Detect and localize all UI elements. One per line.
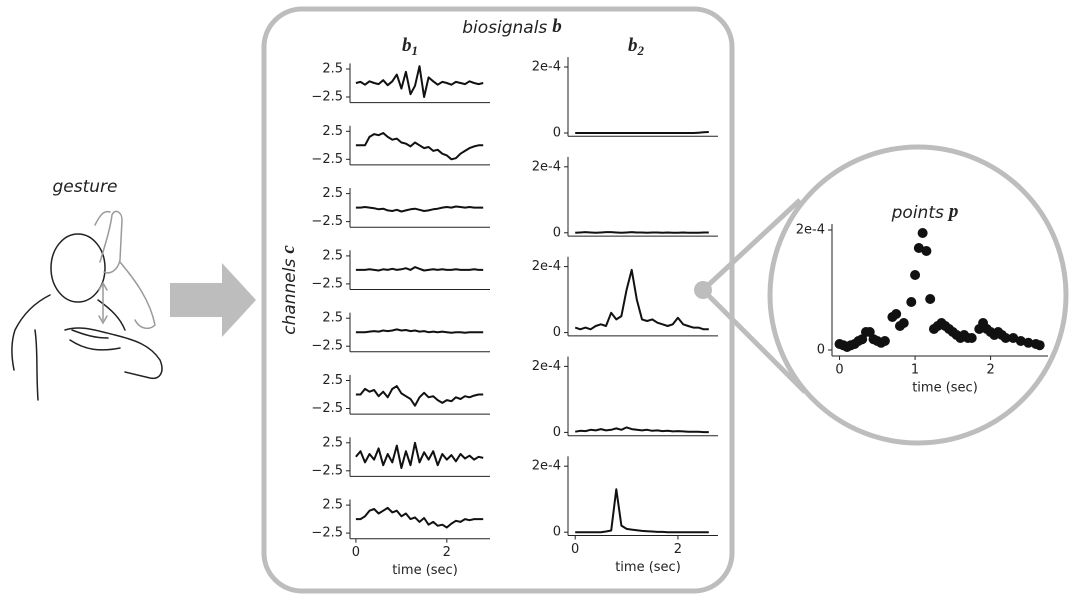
y-tick-label: 0: [553, 325, 561, 340]
point: [906, 297, 917, 307]
point: [1008, 333, 1019, 343]
y-tick-label: 2e-4: [532, 459, 561, 474]
arrow: [170, 263, 256, 337]
gesture-label: gesture: [53, 177, 118, 197]
signal-line: [355, 441, 484, 469]
point: [1034, 340, 1045, 351]
point: [1015, 336, 1026, 346]
signal-line: [575, 131, 709, 134]
signal-line: [355, 65, 484, 98]
y-tick-label: 0: [553, 126, 561, 141]
signal-line: [355, 385, 484, 407]
y-tick-label: 2e-4: [532, 159, 561, 174]
y-tick-label: −2.5: [311, 90, 343, 105]
biosignals-panel: [261, 6, 735, 594]
signal-line: [575, 426, 709, 434]
y-tick-label: 2.5: [322, 124, 343, 139]
points-title: points p: [891, 201, 959, 223]
point: [1023, 337, 1034, 348]
zoom-anchor: [694, 281, 712, 299]
y-tick-label: −2.5: [311, 276, 343, 291]
y-tick-label: 2.5: [322, 373, 343, 388]
point: [917, 228, 928, 238]
b2-label: b2: [628, 35, 645, 58]
point: [898, 318, 909, 328]
y-tick-label: 2e-4: [532, 60, 561, 75]
y-tick-label: 0: [553, 525, 561, 540]
y-tick-label: 2.5: [322, 62, 343, 77]
point: [879, 336, 890, 346]
y-tick-label: 2.5: [322, 248, 343, 263]
signal-line: [355, 132, 484, 161]
signal-line: [355, 506, 484, 529]
x-tick-label: 2: [674, 542, 682, 557]
y-tick-label: −2.5: [311, 152, 343, 167]
zoom-line: [701, 288, 807, 394]
y-tick-label: 2e-4: [796, 223, 825, 238]
y-tick-label: 2.5: [322, 186, 343, 201]
point: [921, 246, 932, 256]
point: [910, 270, 921, 280]
signal-line: [575, 231, 709, 234]
point: [891, 309, 902, 319]
biosignals-title: biosignals b: [462, 16, 562, 38]
y-tick-label: 0: [553, 425, 561, 440]
y-tick-label: 2.5: [322, 498, 343, 513]
person-sketch: [11, 210, 163, 401]
x-axis-label: time (sec): [392, 563, 458, 578]
signal-line: [355, 205, 484, 213]
point: [1000, 333, 1011, 343]
point: [966, 333, 977, 343]
y-tick-label: 2e-4: [532, 259, 561, 274]
y-tick-label: −2.5: [311, 526, 343, 541]
signal-line: [355, 266, 484, 272]
y-tick-label: 2.5: [322, 311, 343, 326]
x-axis-label: time (sec): [615, 560, 681, 575]
zoom-circle: [767, 144, 1069, 446]
y-tick-label: 0: [553, 225, 561, 240]
b1-label: b1: [402, 35, 418, 58]
x-tick-label: 2: [443, 545, 451, 560]
y-tick-label: −2.5: [311, 214, 343, 229]
y-tick-label: 2.5: [322, 435, 343, 450]
channels-label: channelsc: [278, 245, 300, 335]
x-tick-label: 0: [352, 545, 360, 560]
x-tick-label: 2: [986, 363, 994, 378]
x-tick-label: 1: [911, 363, 919, 378]
signal-line: [574, 268, 709, 331]
y-tick-label: −2.5: [311, 463, 343, 478]
x-tick-label: 0: [835, 363, 843, 378]
y-tick-label: −2.5: [311, 339, 343, 354]
y-tick-label: −2.5: [311, 401, 343, 416]
zoom-line: [701, 198, 802, 292]
x-axis-label: time (sec): [912, 381, 978, 396]
y-tick-label: 0: [817, 343, 825, 358]
y-tick-label: 2e-4: [532, 359, 561, 374]
signal-line: [355, 328, 484, 334]
point: [913, 243, 924, 253]
x-tick-label: 0: [571, 542, 579, 557]
signal-line: [575, 488, 709, 534]
point: [925, 294, 936, 304]
